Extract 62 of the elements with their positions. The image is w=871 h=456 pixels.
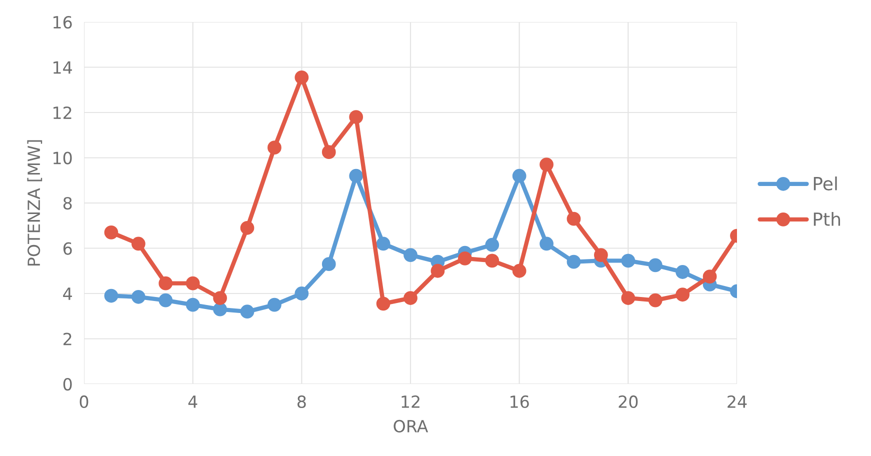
legend-label: Pel	[814, 176, 837, 190]
point	[512, 168, 526, 183]
point	[294, 70, 309, 84]
point	[648, 258, 662, 272]
point	[322, 145, 336, 160]
x-tick-label: 0	[80, 395, 88, 408]
point	[485, 238, 500, 252]
point	[186, 276, 200, 290]
point	[268, 298, 282, 312]
point	[485, 254, 500, 268]
point	[240, 304, 254, 319]
point	[349, 168, 364, 183]
point	[376, 236, 390, 251]
point	[594, 248, 608, 262]
x-axis-title: ORA	[394, 420, 428, 432]
x-tick-label: 8	[297, 395, 306, 408]
x-tick-label: 16	[510, 395, 529, 408]
point	[322, 257, 336, 272]
x-tick-label: 24	[728, 395, 747, 408]
point	[676, 288, 690, 302]
y-tick-label: 8	[63, 196, 72, 210]
point	[213, 302, 227, 316]
point	[158, 276, 173, 290]
y-tick-label: 14	[54, 61, 72, 74]
y-tick-label: 10	[54, 152, 72, 164]
point	[294, 286, 309, 300]
point	[186, 298, 200, 312]
point	[512, 264, 526, 278]
point	[648, 293, 662, 308]
point	[404, 248, 418, 262]
point	[540, 158, 554, 172]
point	[621, 254, 636, 268]
point	[131, 290, 146, 304]
y-tick-label: 0	[63, 378, 72, 391]
point	[404, 291, 418, 305]
point	[131, 236, 146, 251]
point	[213, 291, 227, 305]
point	[702, 270, 717, 284]
point	[268, 140, 282, 155]
point	[430, 264, 445, 278]
point	[104, 225, 118, 240]
point	[566, 254, 581, 269]
x-tick-label: 20	[618, 395, 638, 408]
point	[458, 251, 472, 266]
point	[240, 220, 254, 235]
y-tick-label: 4	[63, 288, 72, 300]
point	[349, 110, 364, 124]
y-tick-label: 2	[64, 332, 72, 346]
point	[676, 265, 690, 279]
x-tick-label: 4	[188, 396, 198, 408]
point	[376, 296, 390, 311]
point	[621, 291, 636, 305]
y-tick-label: 12	[54, 106, 72, 119]
x-tick-label: 12	[402, 395, 420, 408]
y-tick-label: 6	[63, 242, 72, 255]
point	[540, 236, 554, 251]
point	[566, 212, 581, 226]
point	[104, 288, 118, 303]
point	[158, 293, 173, 308]
y-axis-title: POTENZA [MW]	[27, 140, 42, 266]
legend-label: Pth	[814, 212, 840, 226]
y-tick-label: 16	[54, 16, 72, 29]
